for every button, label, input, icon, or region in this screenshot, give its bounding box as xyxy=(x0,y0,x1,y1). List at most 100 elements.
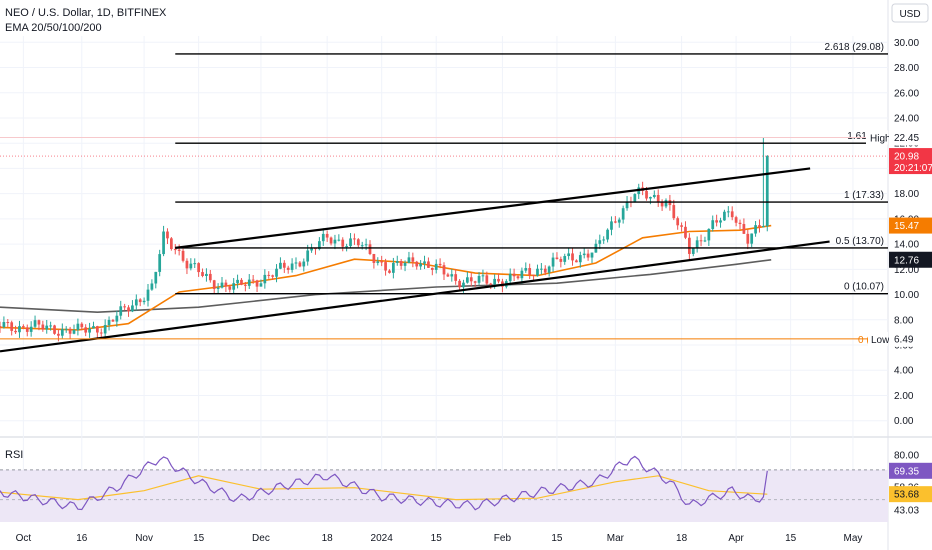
time-tick-label: 16 xyxy=(76,533,88,544)
candle-body xyxy=(212,280,216,289)
candle-body xyxy=(267,274,271,276)
candle-body xyxy=(99,332,103,334)
candle-body xyxy=(719,220,722,223)
candle-body xyxy=(368,244,372,254)
candle-body xyxy=(652,194,656,198)
candle-body xyxy=(193,263,197,265)
candle-body xyxy=(481,275,485,277)
candle-body xyxy=(127,307,130,312)
candle-body xyxy=(189,263,193,269)
candle-body xyxy=(567,253,570,257)
candle-body xyxy=(41,324,45,330)
candle-body xyxy=(103,325,107,334)
high-tag: High xyxy=(870,134,891,145)
ema200-value: 12.76 xyxy=(894,255,919,266)
candle-body xyxy=(131,305,134,312)
candle-body xyxy=(294,262,298,264)
candle-body xyxy=(446,274,450,277)
candle-body xyxy=(384,262,387,271)
candle-body xyxy=(142,300,146,303)
time-tick-label: 15 xyxy=(193,533,205,544)
candle-body xyxy=(516,276,520,279)
candle-body xyxy=(0,326,2,328)
candle-body xyxy=(388,270,391,273)
candle-body xyxy=(758,225,761,228)
candle-body xyxy=(485,275,489,284)
candle-body xyxy=(53,325,56,334)
candle-body xyxy=(146,289,150,301)
candle-body xyxy=(92,326,95,329)
time-tick-label: Mar xyxy=(607,533,625,544)
fibonacci-levels: 2.618 (29.08) 1.618 (2 1 (17.33) 0.5 (13.70… xyxy=(0,42,888,346)
candle-body xyxy=(150,283,154,290)
candle-body xyxy=(96,326,99,333)
candle-body xyxy=(489,283,493,285)
time-tick-label: Nov xyxy=(135,533,153,544)
candle-body xyxy=(173,249,177,251)
time-tick-label: 18 xyxy=(676,533,688,544)
ema20-value-bg xyxy=(889,217,932,234)
low-value: 6.49 xyxy=(894,334,914,345)
last-price-bg xyxy=(889,148,932,175)
candle-body xyxy=(672,205,676,219)
candle-body xyxy=(329,237,333,244)
candle-body xyxy=(660,202,664,207)
candle-body xyxy=(707,228,711,241)
candle-body xyxy=(33,320,37,327)
candle-body xyxy=(680,225,683,227)
candle-body xyxy=(333,239,337,244)
candle-body xyxy=(392,262,395,273)
fib-level-label: 0.5 (13.70) xyxy=(836,236,884,247)
fib-level-label: 1 (17.33) xyxy=(844,190,884,201)
candle-body xyxy=(726,211,730,213)
candle-body xyxy=(197,263,200,273)
price-tick-label: 14.00 xyxy=(894,240,919,251)
time-tick-label: 15 xyxy=(785,533,797,544)
candle-body xyxy=(134,299,138,306)
candle-body xyxy=(80,323,84,328)
candle-body xyxy=(337,239,341,241)
time-tick-label: 18 xyxy=(322,533,334,544)
candle-body xyxy=(575,260,578,263)
candle-body xyxy=(224,282,228,287)
candle-body xyxy=(547,266,551,273)
candle-body xyxy=(356,239,360,246)
trend-line xyxy=(175,167,811,249)
price-tick-label: 8.00 xyxy=(894,315,914,326)
rsi-current-value-bg xyxy=(889,462,932,479)
candle-body xyxy=(119,306,123,316)
candle-body xyxy=(14,330,17,333)
low-tag-bg xyxy=(868,331,888,346)
candle-body xyxy=(115,315,119,322)
candle-body xyxy=(166,231,169,239)
candle-body xyxy=(614,221,617,223)
candle-body xyxy=(247,279,251,286)
candle-body xyxy=(419,263,422,267)
candle-body xyxy=(162,231,165,255)
candle-body xyxy=(438,263,442,266)
candle-body xyxy=(450,274,454,277)
candle-body xyxy=(407,257,411,263)
candle-body xyxy=(251,279,255,281)
candle-body xyxy=(314,248,317,250)
candle-body xyxy=(76,323,80,330)
candle-body xyxy=(508,273,512,282)
candle-body xyxy=(236,279,239,284)
time-tick-label: 15 xyxy=(551,533,563,544)
candle-body xyxy=(45,325,49,330)
candle-body xyxy=(454,274,458,281)
candle-body xyxy=(244,284,247,286)
candle-body xyxy=(255,280,259,287)
rsi-background xyxy=(0,469,888,522)
candle-body xyxy=(427,261,430,268)
candle-body xyxy=(321,233,325,242)
candle-body xyxy=(349,238,352,247)
candle-body xyxy=(22,326,25,328)
rsi-band xyxy=(0,469,888,522)
price-tick-label: 12.00 xyxy=(894,265,919,276)
currency-button[interactable]: USD xyxy=(899,9,920,20)
currency-button-frame[interactable] xyxy=(891,3,929,23)
rsi-line xyxy=(0,455,768,511)
